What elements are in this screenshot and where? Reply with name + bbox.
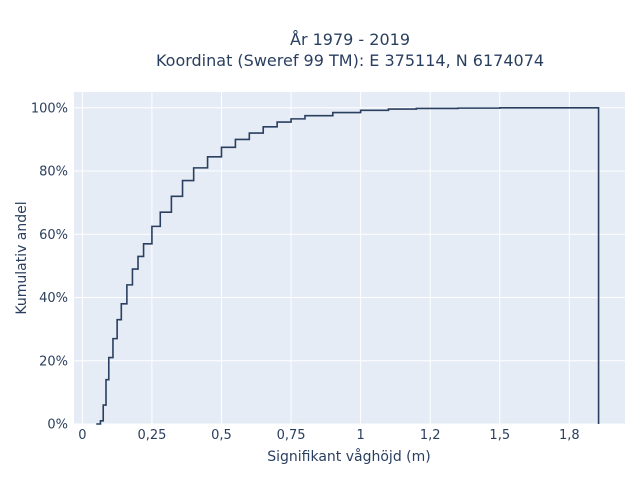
x-tick-label: 0	[78, 428, 86, 443]
x-tick-label: 1,5	[489, 428, 510, 443]
y-tick-labels: 0% 20% 40% 60% 80% 100%	[31, 101, 68, 432]
chart-title-line-2: Koordinat (Sweref 99 TM): E 375114, N 61…	[156, 51, 544, 70]
series-group	[96, 107, 600, 425]
y-axis-title: Kumulativ andel	[14, 201, 30, 314]
x-axis-title: Signifikant våghöjd (m)	[267, 448, 430, 465]
plot-area	[74, 92, 625, 424]
y-tick-label: 0%	[47, 418, 68, 433]
x-tick-label: 1	[356, 428, 364, 443]
y-tick-label: 100%	[31, 101, 68, 116]
chart-title-line-1: År 1979 - 2019	[290, 30, 410, 49]
ecdf-step-line	[96, 107, 600, 425]
y-tick-label: 20%	[39, 354, 68, 369]
x-tick-label: 0,25	[137, 428, 166, 443]
x-tick-label: 0,75	[277, 428, 306, 443]
x-tick-labels: 0 0,25 0,5 0,75 1 1,2 1,5 1,8	[78, 428, 579, 443]
x-tick-label: 0,5	[211, 428, 232, 443]
x-tick-label: 1,2	[420, 428, 441, 443]
y-tick-label: 40%	[39, 291, 68, 306]
x-tick-label: 1,8	[559, 428, 580, 443]
y-tick-label: 80%	[39, 165, 68, 180]
y-tick-label: 60%	[39, 228, 68, 243]
